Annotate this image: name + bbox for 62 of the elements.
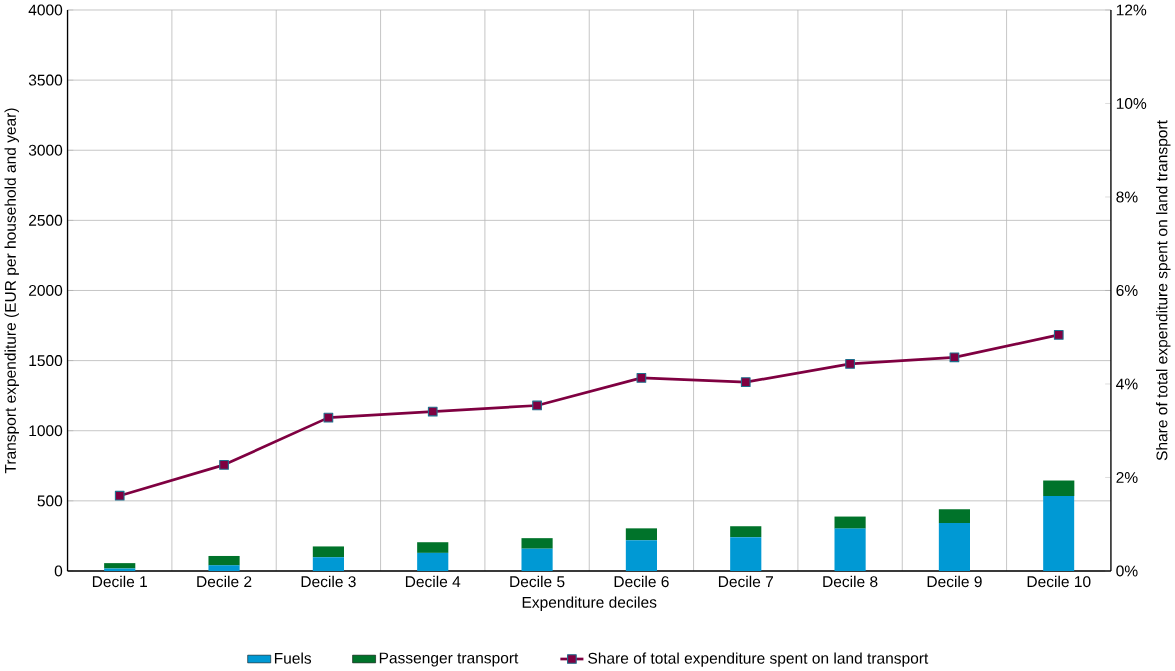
bar: [625, 540, 657, 571]
point: [1053, 330, 1064, 340]
bar: [834, 516, 866, 529]
bar: [1043, 496, 1075, 571]
y2-tick-label: 12%: [1116, 4, 1147, 16]
x-tick-label: Decile 3: [301, 575, 356, 588]
bar: [730, 526, 762, 538]
point: [532, 400, 542, 411]
x-axis-title: Expenditure deciles: [522, 596, 657, 611]
y2-tick-label: 2%: [1116, 471, 1138, 483]
x-tick-label: Decile 2: [197, 575, 252, 588]
y2-tick-label: 8%: [1116, 191, 1138, 203]
bar: [625, 528, 657, 541]
bar: [208, 565, 240, 571]
y-tick-label: 4000: [28, 4, 63, 16]
bar: [834, 528, 866, 571]
y2-tick-label: 0%: [1116, 565, 1138, 577]
y-axis-title: Transport expenditure (EUR per household and year): [4, 108, 19, 474]
bar: [730, 537, 762, 571]
x-tick-label: Decile 5: [510, 575, 565, 588]
point: [949, 352, 960, 363]
legend-label: Share of total expenditure spent on land transport: [588, 652, 929, 667]
bar: [208, 555, 240, 566]
y2-tick-label: 4%: [1116, 378, 1138, 390]
bar: [417, 552, 449, 571]
y2-tick-label: 6%: [1116, 284, 1138, 296]
x-tick-label: Decile 1: [92, 575, 147, 588]
bar: [417, 542, 449, 553]
x-tick-label: Decile 7: [718, 575, 773, 588]
bar: [938, 523, 970, 571]
y2-axis-title: Share of total expenditure spent on land transport: [1156, 120, 1171, 461]
x-tick-label: Decile 10: [1027, 575, 1091, 588]
y-tick-label: 0: [54, 565, 63, 577]
y-tick-label: 2500: [29, 214, 63, 226]
point: [845, 359, 855, 369]
bar: [312, 546, 344, 558]
y2-tick-label: 10%: [1116, 97, 1147, 109]
x-tick-label: Decile 9: [927, 575, 982, 588]
x-tick-label: Decile 6: [614, 575, 669, 588]
y-tick-label: 500: [37, 495, 63, 507]
x-tick-label: Decile 8: [823, 575, 878, 588]
y-tick-label: 1500: [29, 355, 63, 367]
point: [427, 406, 438, 417]
point: [219, 459, 229, 470]
bar: [938, 509, 970, 523]
bar: [521, 538, 553, 549]
point: [114, 490, 125, 501]
x-tick-label: Decile 4: [405, 575, 461, 588]
bar: [104, 568, 136, 571]
bar: [521, 548, 553, 571]
legend-label: Fuels: [274, 652, 312, 664]
point: [323, 412, 334, 423]
y-tick-label: 2000: [29, 284, 63, 296]
y-tick-label: 1000: [29, 425, 63, 437]
y-tick-label: 3500: [28, 74, 63, 86]
bar: [104, 563, 136, 569]
bar: [312, 557, 344, 571]
legend-label: Passenger transport: [379, 652, 519, 667]
point: [740, 377, 751, 387]
bar: [1043, 480, 1075, 497]
y-tick-label: 3000: [28, 144, 63, 156]
point: [636, 373, 647, 383]
